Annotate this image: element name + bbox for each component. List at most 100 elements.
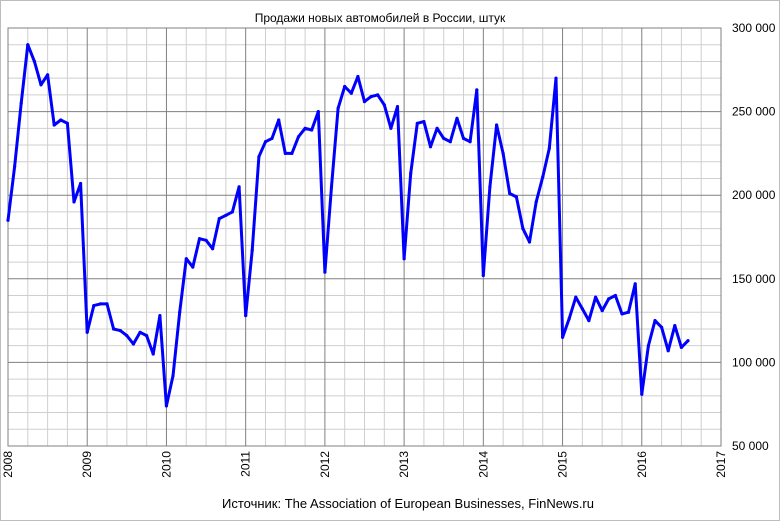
data-point [461,136,466,140]
data-point [422,120,426,124]
data-point [673,324,677,328]
data-point [633,282,637,286]
data-point [125,334,129,338]
data-point [59,118,63,122]
data-point [356,74,360,79]
data-point [495,123,499,127]
data-point [613,293,618,298]
data-point [686,339,690,343]
data-point [508,191,512,196]
y-tick-label: 100 000 [732,355,776,369]
data-point [92,304,96,308]
data-point [105,302,109,306]
data-point [19,101,23,105]
data-point [389,126,393,130]
data-point [435,126,439,130]
data-point [521,227,525,231]
data-point [224,213,228,217]
data-point [131,342,135,346]
data-point [26,43,30,47]
chart-title: Продажи новых автомобилей в России, штук [255,11,506,25]
x-tick-label: 2008 [1,451,15,478]
data-point [184,257,188,261]
data-point [587,319,591,323]
data-point [666,349,670,353]
data-point [244,314,248,318]
data-point [329,185,334,189]
data-point [534,200,538,204]
data-point [217,217,221,221]
data-point [455,116,459,120]
chart-source: Источник: The Association of European Bu… [222,496,594,511]
data-point [39,83,43,87]
data-point [46,73,50,77]
data-point [448,140,452,144]
data-point [191,265,195,269]
data-point [653,319,657,323]
data-point [376,93,380,97]
data-point [640,392,644,396]
data-point [158,314,162,318]
data-point [541,175,545,179]
y-tick-label: 50 000 [732,439,769,453]
data-point [343,84,347,89]
data-point [290,151,294,155]
data-point [409,171,413,176]
data-point [316,110,320,114]
data-point [283,151,287,155]
data-point [296,135,301,139]
y-tick-label: 250 000 [732,105,776,119]
data-point [362,100,367,104]
data-point [620,312,624,316]
data-point [382,103,386,107]
data-point [475,88,479,92]
data-point [263,140,268,144]
x-axis-tick-labels: 2008 2009 2010 2011 2012 2013 2014 2015 2016 2017 [1,451,728,478]
data-point [72,200,76,204]
data-point [32,59,37,64]
data-point [178,310,182,314]
data-point [369,95,373,99]
data-point [98,302,103,306]
x-tick-label: 2009 [80,451,94,478]
data-point [574,295,578,299]
data-point [527,240,532,244]
data-point [442,136,446,140]
minor-grid [8,28,721,446]
data-point [6,218,10,222]
data-point [336,106,340,110]
data-point [310,128,314,132]
data-point [237,185,241,189]
data-point [481,273,485,278]
plot-border [7,27,722,447]
data-point [171,374,175,378]
data-point [211,247,215,251]
y-axis-tick-labels: 50 000 100 000 150 000 200 000 250 000 300 00… [732,21,776,453]
x-tick-label: 2014 [476,451,490,478]
data-point [514,195,519,199]
data-point [85,330,89,334]
data-point [145,334,149,338]
data-point [646,344,651,348]
data-point [164,404,168,408]
data-point [561,335,565,339]
data-point [626,310,631,314]
data-point [257,155,261,159]
data-point [415,121,419,125]
x-tick-label: 2016 [635,451,649,478]
data-point [607,297,611,301]
y-tick-label: 300 000 [732,21,776,35]
y-tick-label: 200 000 [732,188,776,202]
data-point [112,327,116,331]
data-point [428,145,433,149]
data-point [600,309,604,313]
x-tick-label: 2017 [714,451,728,478]
data-point [204,238,208,242]
y-tick-label: 150 000 [732,272,776,286]
x-tick-label: 2010 [159,451,173,478]
data-point [270,136,274,140]
data-point [488,185,492,189]
data-point [250,248,254,252]
data-point [395,105,400,109]
